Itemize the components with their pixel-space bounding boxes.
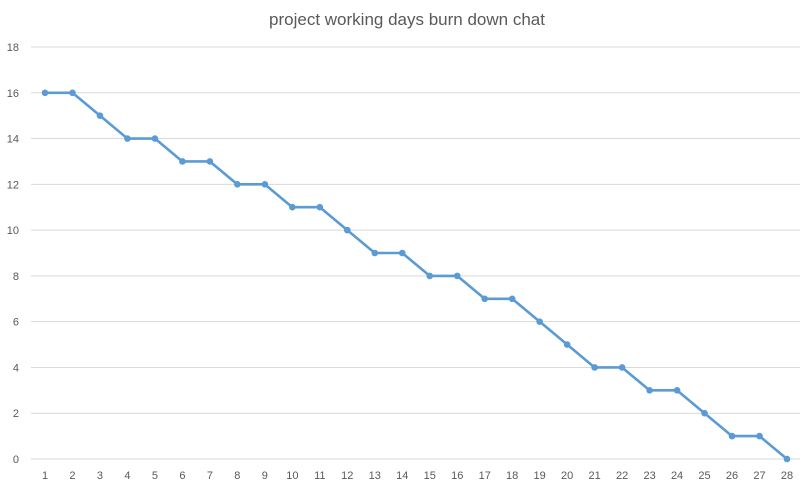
x-tick-label: 16 [451, 470, 463, 482]
y-tick-label: 8 [13, 271, 19, 283]
data-point [206, 158, 214, 165]
data-point [646, 387, 653, 394]
y-tick-label: 16 [7, 88, 19, 100]
x-tick-label: 20 [561, 470, 573, 482]
data-point [289, 203, 296, 211]
data-point [673, 387, 681, 394]
data-point [151, 135, 159, 142]
x-tick-label: 6 [179, 470, 185, 482]
x-tick-label: 24 [671, 470, 683, 482]
y-tick-label: 4 [13, 362, 19, 374]
data-point [96, 112, 104, 119]
y-tick-label: 6 [13, 317, 19, 329]
data-point [261, 181, 269, 188]
data-point [563, 341, 571, 348]
data-point [783, 455, 791, 463]
y-tick-label: 0 [13, 454, 19, 466]
data-point [316, 203, 324, 211]
x-tick-label: 22 [616, 470, 628, 482]
grid-layer [31, 46, 800, 414]
data-point [426, 272, 434, 280]
x-tick-label: 26 [726, 470, 738, 482]
data-point [508, 295, 516, 303]
data-point [343, 226, 351, 234]
x-tick-label: 15 [424, 470, 436, 482]
x-tick-label: 8 [234, 470, 240, 482]
chart-title: project working days burn down chat [269, 10, 545, 29]
data-point [234, 181, 241, 188]
data-point [536, 318, 543, 325]
x-tick-label: 14 [396, 470, 408, 482]
x-tick-label: 10 [286, 470, 298, 482]
y-tick-label: 2 [13, 408, 19, 420]
x-tick-label: 23 [643, 470, 655, 482]
y-tick-label: 18 [7, 42, 19, 54]
data-point [591, 364, 598, 371]
data-point [618, 364, 626, 371]
x-tick-label: 7 [207, 470, 213, 482]
data-point [453, 272, 461, 280]
x-tick-label: 28 [781, 470, 793, 482]
y-tick-label: 10 [7, 225, 19, 237]
data-point [756, 432, 763, 440]
data-point [124, 135, 131, 142]
data-point [701, 409, 708, 417]
data-point [41, 89, 49, 97]
x-tick-label: 11 [314, 470, 325, 482]
x-tick-label: 27 [753, 470, 765, 482]
data-point [481, 295, 489, 303]
x-tick-label: 19 [534, 470, 546, 482]
series-layer [41, 89, 791, 463]
data-point [371, 249, 379, 257]
data-point [398, 249, 406, 257]
data-point [728, 432, 736, 440]
y-tick-label: 12 [7, 179, 19, 191]
x-tick-label: 3 [97, 470, 103, 482]
x-tick-label: 21 [589, 470, 601, 482]
series-line [43, 91, 789, 461]
x-tick-label: 4 [124, 470, 130, 482]
x-tick-label: 18 [506, 470, 518, 482]
x-tick-label: 13 [369, 470, 381, 482]
x-tick-label: 9 [262, 470, 268, 482]
x-tick-label: 2 [69, 470, 75, 482]
data-point [179, 158, 186, 165]
x-tick-label: 5 [152, 470, 158, 482]
x-tick-label: 1 [42, 470, 48, 482]
x-tick-label: 12 [341, 470, 353, 482]
x-tick-label: 17 [479, 470, 491, 482]
x-axis: 1 2 3 4 5 6 7 8 9 10 11 12 13 14 15 16 17 18 19 20 21 22 23 24 2… [31, 458, 800, 482]
y-axis: 0 2 4 6 8 10 12 14 16 18 [7, 42, 19, 466]
y-tick-label: 14 [7, 134, 19, 146]
data-point [69, 89, 76, 97]
x-tick-label: 25 [698, 470, 710, 482]
